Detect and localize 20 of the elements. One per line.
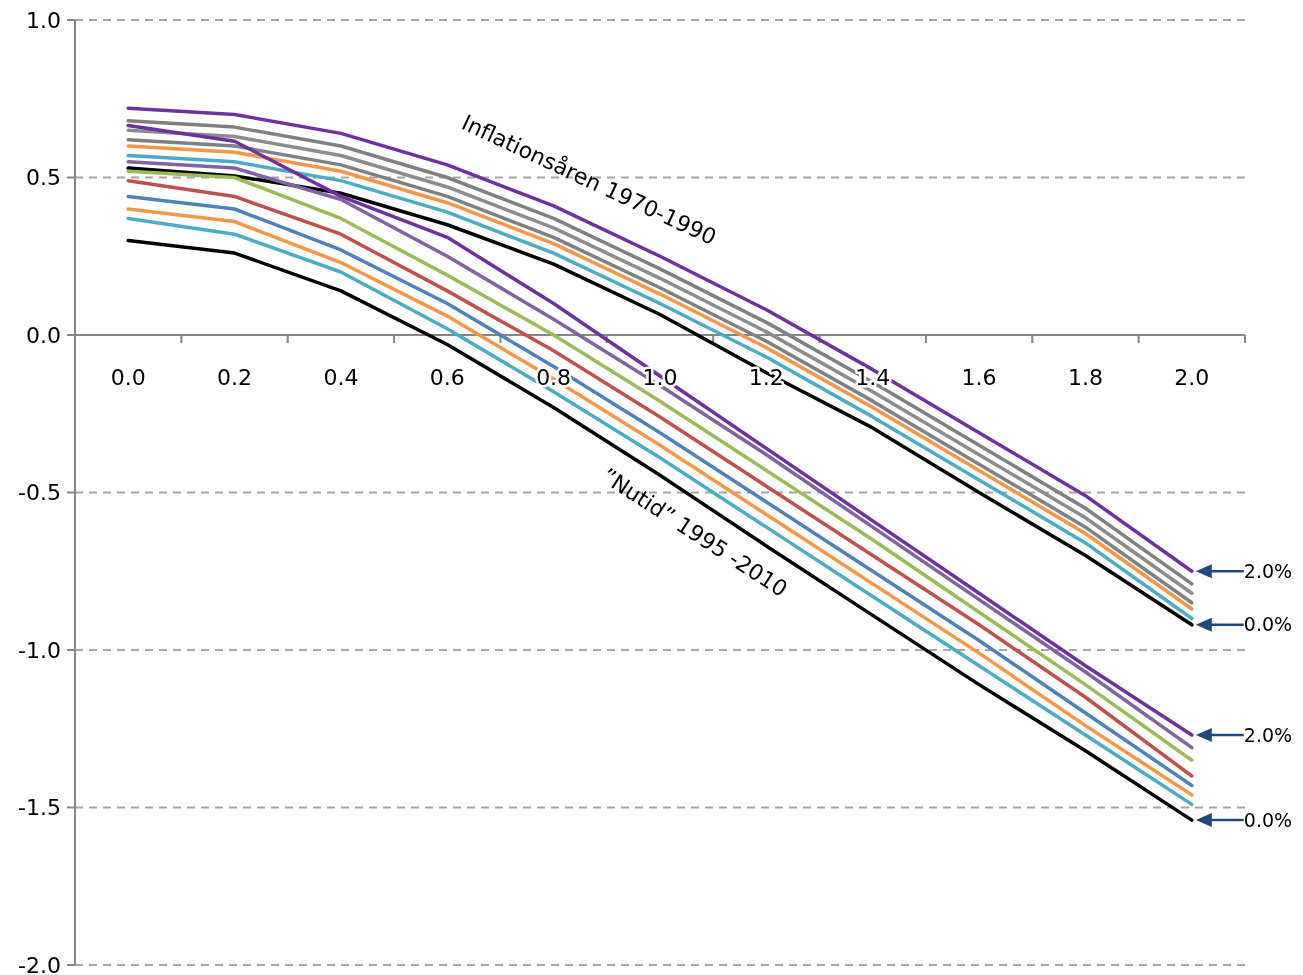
x-tick-label: 0.6 (429, 365, 465, 390)
x-tick-label: 0.4 (323, 365, 359, 390)
x-tick-label: 1.4 (855, 365, 891, 390)
annotation: 0.0% (1243, 613, 1293, 636)
annotation: 2.0% (1243, 723, 1293, 746)
y-tick-label: -1.5 (18, 795, 61, 821)
y-tick-label: -1.0 (18, 637, 61, 663)
annotation: 0.0% (1243, 808, 1293, 831)
x-tick-label: 1.6 (961, 365, 997, 390)
annotation: 2.0% (1243, 559, 1293, 582)
y-tick-label: 0.0 (26, 322, 61, 348)
y-tick-label: 0.5 (26, 165, 61, 191)
x-tick-label: 0.2 (217, 365, 253, 390)
x-tick-label: 1.8 (1067, 365, 1103, 390)
y-tick-label: -2.0 (18, 952, 61, 975)
x-tick-label: 1.2 (748, 365, 784, 390)
y-tick-label: 1.0 (26, 7, 61, 33)
x-tick-label: 2.0 (1174, 365, 1210, 390)
x-tick-label: 0.0 (110, 365, 146, 390)
y-tick-label: -0.5 (18, 480, 61, 506)
